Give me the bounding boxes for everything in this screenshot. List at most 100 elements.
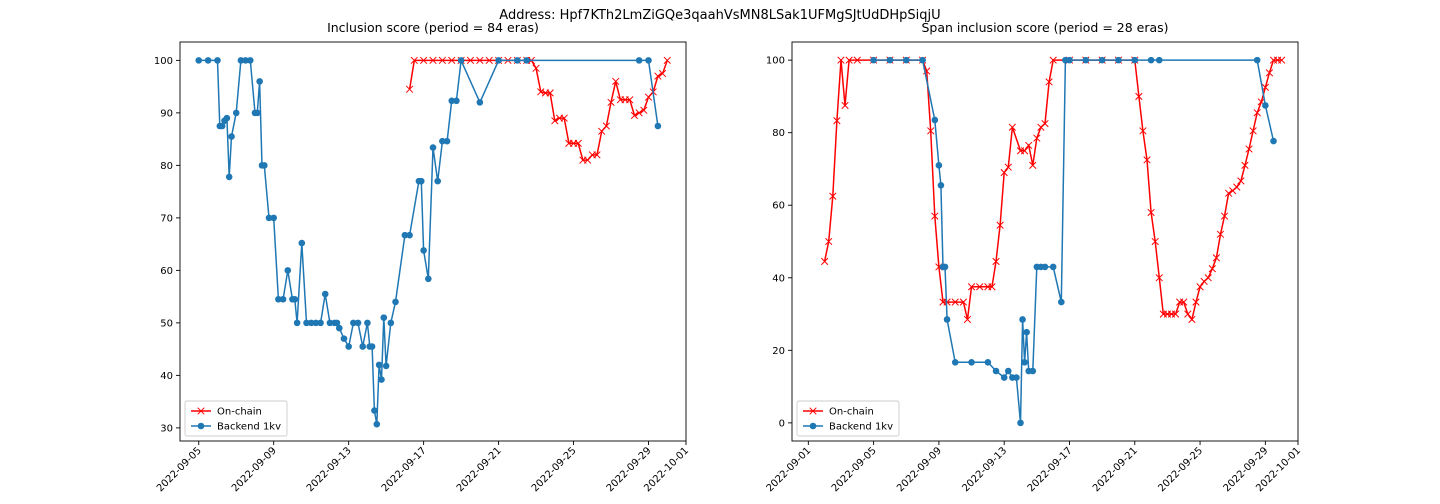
data-point-on-chain bbox=[476, 56, 484, 65]
x-tick-label: 2022-09-17 bbox=[380, 445, 429, 494]
data-point-on-chain bbox=[537, 88, 545, 96]
data-point-on-chain bbox=[612, 77, 620, 86]
data-point-on-chain bbox=[1045, 78, 1053, 86]
y-tick-label: 100 bbox=[154, 56, 173, 67]
data-point-backend-1kv bbox=[317, 319, 324, 327]
data-point-backend-1kv bbox=[291, 295, 299, 303]
data-point-backend-1kv bbox=[401, 231, 409, 239]
data-point-backend-1kv bbox=[523, 57, 531, 64]
data-point-on-chain bbox=[438, 56, 447, 65]
data-point-backend-1kv bbox=[350, 319, 357, 327]
data-point-backend-1kv bbox=[420, 247, 427, 254]
data-point-backend-1kv bbox=[246, 57, 254, 64]
data-point-on-chain bbox=[532, 64, 540, 72]
data-point-backend-1kv bbox=[870, 56, 877, 64]
y-tick-label: 60 bbox=[772, 201, 785, 212]
data-point-backend-1kv bbox=[326, 319, 334, 327]
y-tick-label: 20 bbox=[772, 346, 785, 357]
figure-suptitle: Address: Hpf7KTh2LmZiGQe3qaahVsMN8LSak1U… bbox=[499, 8, 941, 23]
legend-marker-dot bbox=[809, 422, 817, 430]
data-point-backend-1kv bbox=[453, 97, 460, 105]
data-point-backend-1kv bbox=[312, 319, 320, 327]
data-point-backend-1kv bbox=[514, 57, 521, 64]
data-point-on-chain bbox=[1253, 109, 1261, 117]
x-tick-label: 2022-09-13 bbox=[305, 445, 354, 494]
legend-label: Backend 1kv bbox=[829, 422, 893, 433]
data-point-backend-1kv bbox=[1098, 56, 1106, 64]
y-tick-label: 60 bbox=[160, 266, 173, 277]
data-point-backend-1kv bbox=[943, 316, 951, 323]
data-point-on-chain bbox=[1151, 237, 1159, 246]
y-tick-label: 90 bbox=[160, 108, 173, 119]
data-point-on-chain bbox=[466, 56, 475, 65]
data-point-on-chain bbox=[845, 56, 853, 64]
data-point-backend-1kv bbox=[237, 57, 245, 64]
data-point-on-chain bbox=[419, 56, 428, 65]
data-point-backend-1kv bbox=[645, 57, 652, 64]
data-point-backend-1kv bbox=[1029, 367, 1037, 375]
data-point-backend-1kv bbox=[279, 295, 287, 303]
axes-frame bbox=[179, 41, 687, 442]
data-point-on-chain bbox=[853, 56, 861, 64]
data-point-backend-1kv bbox=[232, 109, 240, 117]
data-point-on-chain bbox=[560, 114, 568, 122]
data-point-on-chain bbox=[1184, 310, 1192, 318]
data-point-backend-1kv bbox=[382, 362, 390, 370]
x-tick-label: 2022-09-05 bbox=[155, 445, 204, 494]
data-point-backend-1kv bbox=[1021, 358, 1028, 366]
data-point-on-chain bbox=[959, 298, 968, 306]
data-point-backend-1kv bbox=[265, 214, 273, 222]
data-point-on-chain bbox=[546, 89, 554, 97]
data-point-on-chain bbox=[663, 56, 671, 65]
data-point-on-chain bbox=[1224, 189, 1233, 197]
data-point-backend-1kv bbox=[204, 57, 212, 64]
chart-inclusion-score: Inclusion score (period = 84 eras) 30 40 50… bbox=[154, 20, 691, 494]
data-point-on-chain bbox=[602, 122, 611, 130]
data-point-on-chain bbox=[1212, 254, 1221, 262]
data-point-backend-1kv bbox=[387, 319, 395, 327]
data-point-backend-1kv bbox=[443, 137, 451, 145]
data-point-backend-1kv bbox=[1115, 56, 1122, 64]
data-point-backend-1kv bbox=[364, 319, 371, 327]
data-point-on-chain bbox=[485, 56, 493, 65]
data-point-backend-1kv bbox=[195, 57, 203, 64]
x-tick-label: 2022-09-09 bbox=[895, 445, 944, 494]
chart-title: Inclusion score (period = 84 eras) bbox=[327, 20, 539, 35]
data-point-backend-1kv bbox=[375, 361, 383, 369]
data-point-backend-1kv bbox=[1017, 419, 1024, 427]
data-point-backend-1kv bbox=[1023, 328, 1030, 336]
x-tick-label: 2022-09-25 bbox=[1156, 445, 1205, 494]
data-point-backend-1kv bbox=[261, 162, 268, 169]
legend-box bbox=[796, 400, 900, 437]
data-point-backend-1kv bbox=[340, 335, 348, 342]
data-point-on-chain bbox=[1049, 56, 1057, 64]
data-point-backend-1kv bbox=[417, 177, 425, 185]
data-point-backend-1kv bbox=[270, 214, 278, 222]
legend-marker-x bbox=[197, 407, 205, 415]
data-point-on-chain bbox=[593, 151, 601, 159]
data-point-on-chain bbox=[1278, 56, 1286, 64]
data-point-backend-1kv bbox=[1147, 56, 1155, 64]
data-point-on-chain bbox=[1237, 177, 1245, 185]
data-point-backend-1kv bbox=[1000, 374, 1008, 381]
data-point-on-chain bbox=[640, 106, 648, 114]
data-point-backend-1kv bbox=[333, 319, 341, 327]
data-point-backend-1kv bbox=[1131, 56, 1139, 64]
plot-area bbox=[195, 56, 671, 428]
data-point-backend-1kv bbox=[635, 57, 643, 64]
data-point-backend-1kv bbox=[654, 122, 662, 130]
data-point-on-chain bbox=[963, 315, 972, 324]
data-point-backend-1kv bbox=[321, 290, 329, 298]
x-tick-label: 2022-09-21 bbox=[455, 445, 504, 494]
y-tick-label: 40 bbox=[160, 371, 173, 382]
data-point-backend-1kv bbox=[919, 56, 926, 64]
data-point-on-chain bbox=[574, 139, 582, 147]
data-point-on-chain bbox=[1265, 69, 1274, 77]
data-point-on-chain bbox=[1143, 156, 1151, 164]
data-point-on-chain bbox=[1233, 183, 1241, 191]
data-point-on-chain bbox=[1216, 230, 1225, 238]
data-point-backend-1kv bbox=[1253, 56, 1261, 64]
data-point-on-chain bbox=[988, 283, 996, 291]
x-tick-label: 2022-09-25 bbox=[530, 445, 579, 494]
data-point-backend-1kv bbox=[345, 343, 352, 350]
